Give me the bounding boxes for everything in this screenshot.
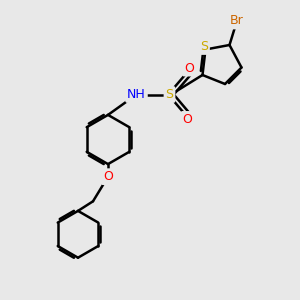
Text: O: O xyxy=(184,61,194,75)
Text: NH: NH xyxy=(127,88,146,101)
Text: O: O xyxy=(183,113,192,126)
Text: O: O xyxy=(103,170,113,183)
Text: S: S xyxy=(200,40,208,53)
Text: S: S xyxy=(166,88,173,101)
Text: Br: Br xyxy=(230,14,244,28)
